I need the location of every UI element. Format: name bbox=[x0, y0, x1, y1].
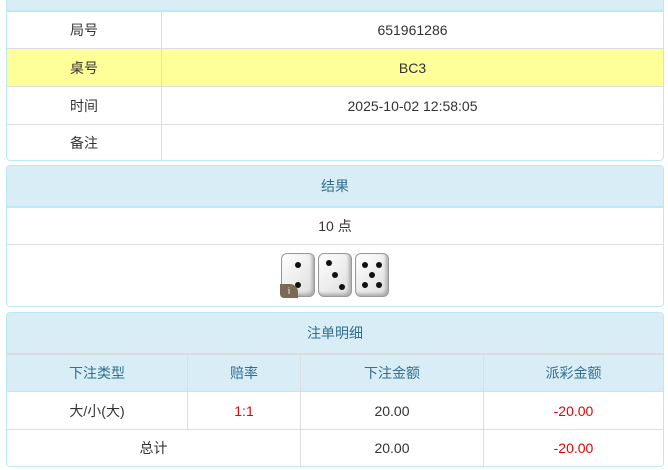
result-points: 10 点 bbox=[7, 207, 663, 245]
die-pip bbox=[362, 282, 368, 289]
die-pip bbox=[295, 282, 301, 289]
bet-details-title: 注单明细 bbox=[7, 313, 663, 354]
total-label: 总计 bbox=[7, 429, 301, 466]
die-pip bbox=[362, 262, 368, 269]
table-row: 大/小(大) 1:1 20.00 -20.00 bbox=[7, 391, 663, 430]
row-remark: 备注 bbox=[7, 124, 663, 160]
row-table-id: 桌号 BC3 bbox=[7, 48, 663, 87]
label: 备注 bbox=[7, 124, 162, 160]
label: 局号 bbox=[7, 11, 162, 49]
col-bet-type: 下注类型 bbox=[7, 354, 188, 392]
remark bbox=[161, 124, 663, 160]
die-pip bbox=[376, 282, 382, 289]
info-icon[interactable]: i bbox=[280, 284, 298, 299]
result-title: 结果 bbox=[7, 166, 663, 207]
row-time: 时间 2025-10-02 12:58:05 bbox=[7, 86, 663, 125]
payout: -20.00 bbox=[483, 391, 663, 430]
result-panel: 结果 10 点 i bbox=[6, 165, 664, 307]
die-pip bbox=[295, 262, 301, 269]
die-pip bbox=[339, 284, 345, 291]
dice-row: i bbox=[7, 244, 663, 306]
bet-table-header: 下注类型 赔率 下注金额 派彩金额 bbox=[7, 354, 663, 392]
panel-header bbox=[7, 0, 663, 11]
die-pip bbox=[369, 272, 375, 279]
bet-details-panel: 注单明细 下注类型 赔率 下注金额 派彩金额 大/小(大) 1:1 20.00 … bbox=[6, 312, 664, 467]
bet-amount: 20.00 bbox=[300, 391, 484, 430]
row-round-id: 局号 651961286 bbox=[7, 11, 663, 49]
total-row: 总计 20.00 -20.00 bbox=[7, 429, 663, 466]
round-info-table: 局号 651961286 桌号 BC3 时间 2025-10-02 12:58:05 … bbox=[7, 11, 663, 160]
die-pip bbox=[326, 260, 332, 267]
round-info-panel: 局号 651961286 桌号 BC3 时间 2025-10-02 12:58:05 … bbox=[6, 0, 664, 161]
die-pip bbox=[376, 262, 382, 269]
label: 桌号 bbox=[7, 48, 162, 87]
table-id: BC3 bbox=[161, 48, 663, 87]
label: 时间 bbox=[7, 86, 162, 125]
die-pip bbox=[332, 272, 338, 279]
bet-type: 大/小(大) bbox=[7, 391, 188, 430]
col-bet-amount: 下注金额 bbox=[300, 354, 484, 392]
col-odds: 赔率 bbox=[187, 354, 301, 392]
total-payout: -20.00 bbox=[483, 429, 663, 466]
dice-group: i bbox=[280, 253, 389, 299]
die-3 bbox=[318, 253, 352, 298]
die-2: i bbox=[280, 253, 315, 299]
round-id: 651961286 bbox=[161, 11, 663, 49]
odds: 1:1 bbox=[187, 391, 301, 430]
total-amount: 20.00 bbox=[300, 429, 484, 466]
col-payout: 派彩金额 bbox=[483, 354, 663, 392]
die-5 bbox=[355, 253, 389, 298]
time: 2025-10-02 12:58:05 bbox=[161, 86, 663, 125]
